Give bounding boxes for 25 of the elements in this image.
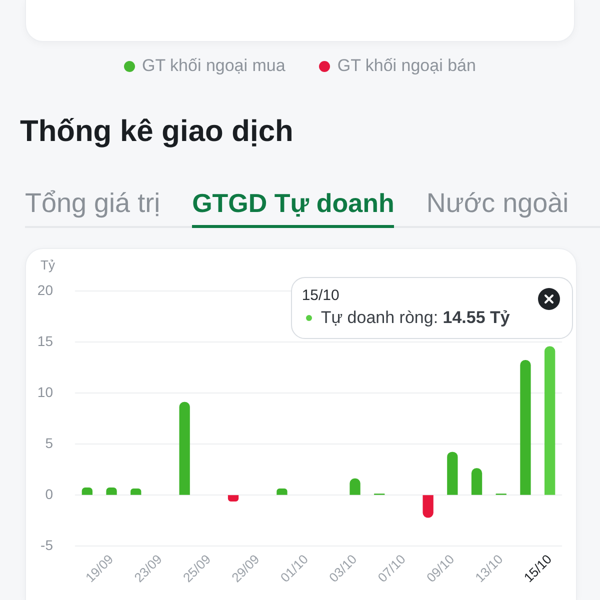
bar bbox=[471, 468, 482, 495]
bar bbox=[130, 488, 142, 495]
text: Tổng giá trị bbox=[25, 187, 160, 220]
chart-subtitle: GTGD Tự doanh bbox=[192, 184, 394, 228]
bar bbox=[179, 402, 190, 495]
y-tick-label: 10 bbox=[37, 384, 54, 400]
text: Nước ngoài bbox=[426, 187, 569, 220]
chart-title: Thống kê giao dịch bbox=[20, 114, 294, 150]
tooltip: 15/10 Tự doanh ròng: 14.55 Tỷ bbox=[290, 276, 573, 339]
y-axis-title: Tỷ bbox=[40, 258, 56, 273]
annotation: Tự doanh ròng: 14.55 Tỷ bbox=[320, 306, 510, 329]
bar bbox=[520, 360, 531, 495]
bar bbox=[544, 346, 556, 495]
bar bbox=[422, 495, 434, 518]
y-tick-label: 0 bbox=[45, 486, 54, 502]
bar bbox=[228, 495, 239, 502]
bar bbox=[447, 452, 458, 495]
bar bbox=[276, 488, 288, 495]
y-tick-label: 15 bbox=[37, 332, 54, 349]
legend-label: GT khối ngoại mua bbox=[142, 56, 286, 76]
y-tick-label: -5 bbox=[40, 536, 54, 553]
bar bbox=[350, 478, 360, 495]
legend-label: GT khối ngoại bán bbox=[337, 56, 476, 76]
y-tick-label: 20 bbox=[37, 282, 54, 298]
y-tick-label: 5 bbox=[45, 434, 54, 451]
